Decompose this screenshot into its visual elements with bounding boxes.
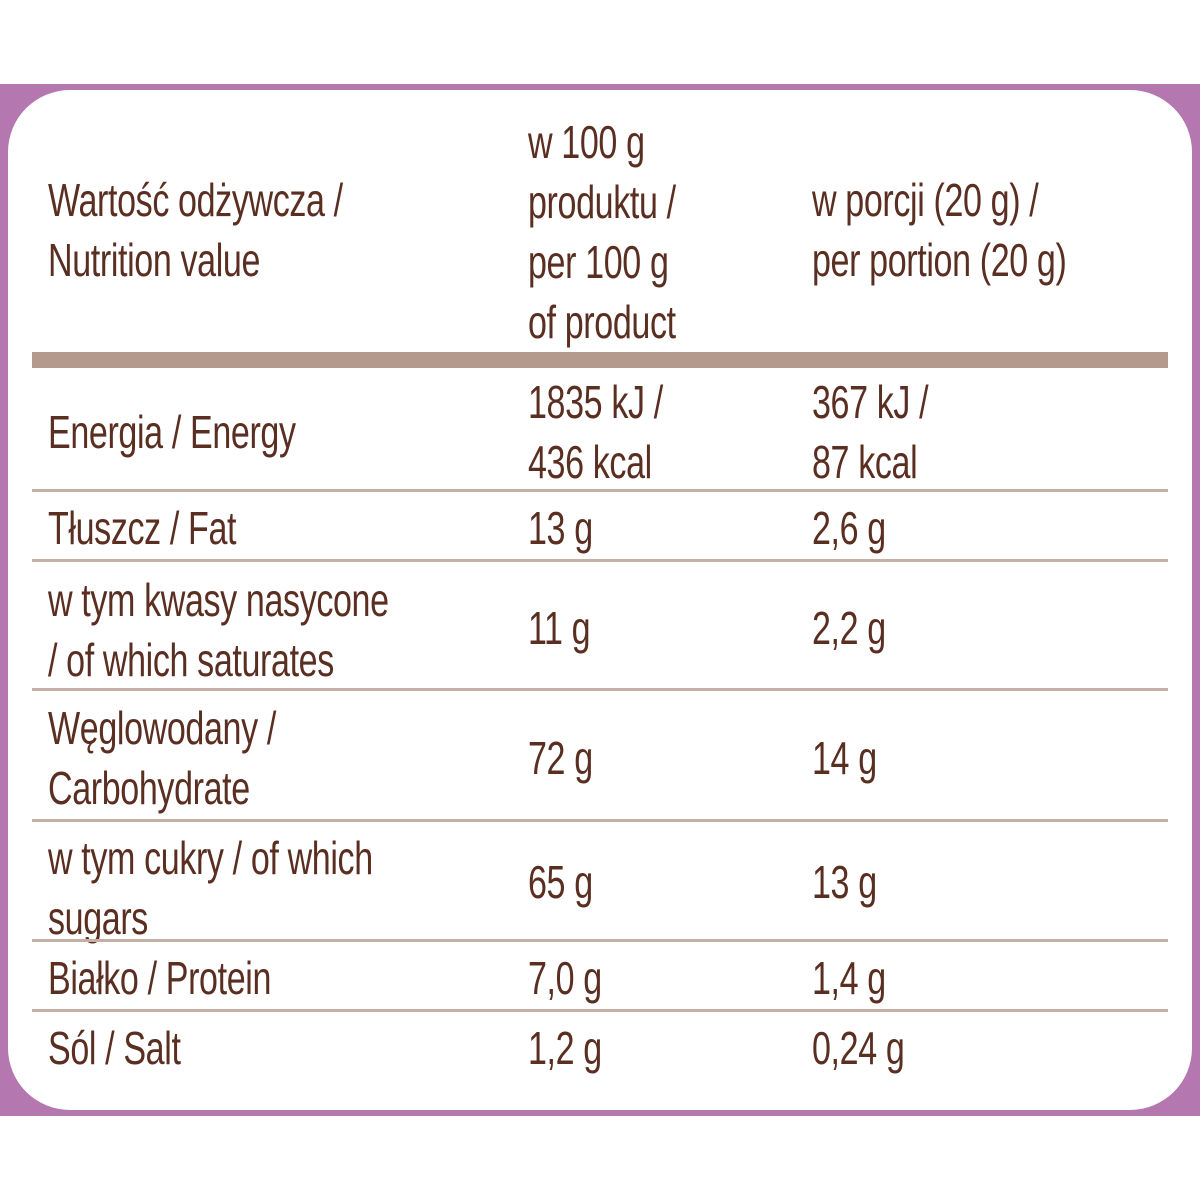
row-sugars-portion: 13 g	[812, 856, 877, 908]
row-sugars-label: w tym cukry / of which sugars	[48, 832, 373, 944]
row-divider	[32, 559, 1168, 562]
row-protein-portion: 1,4 g	[812, 952, 886, 1004]
row-divider	[32, 489, 1168, 492]
row-saturates-label: w tym kwasy nasycone / of which saturate…	[48, 574, 389, 686]
row-salt-label: Sól / Salt	[48, 1022, 181, 1074]
row-divider	[32, 939, 1168, 942]
row-protein-per100: 7,0 g	[528, 952, 602, 1004]
row-salt-portion: 0,24 g	[812, 1022, 905, 1074]
row-carbohydrate-label: Węglowodany / Carbohydrate	[48, 702, 276, 814]
row-fat-per100: 13 g	[528, 502, 593, 554]
row-carbohydrate-per100: 72 g	[528, 732, 593, 784]
row-energy-per100: 1835 kJ / 436 kcal	[528, 376, 663, 488]
row-energy-label: Energia / Energy	[48, 406, 296, 458]
row-divider	[32, 1009, 1168, 1012]
header-nutrient: Wartość odżywcza / Nutrition value	[48, 174, 343, 286]
header-divider	[32, 352, 1168, 368]
row-energy-portion: 367 kJ / 87 kcal	[812, 376, 929, 488]
header-per-100g: w 100 g produktu / per 100 g of product	[528, 116, 676, 348]
row-salt-per100: 1,2 g	[528, 1022, 602, 1074]
row-fat-label: Tłuszcz / Fat	[48, 502, 237, 554]
row-protein-label: Białko / Protein	[48, 952, 272, 1004]
row-saturates-per100: 11 g	[528, 602, 591, 654]
header-per-portion: w porcji (20 g) / per portion (20 g)	[812, 174, 1067, 286]
row-divider	[32, 819, 1168, 822]
nutrition-table: Wartość odżywcza / Nutrition value w 100…	[8, 90, 1192, 1110]
row-divider	[32, 688, 1168, 691]
row-fat-portion: 2,6 g	[812, 502, 886, 554]
row-saturates-portion: 2,2 g	[812, 602, 886, 654]
purple-frame: Wartość odżywcza / Nutrition value w 100…	[0, 84, 1200, 1116]
row-carbohydrate-portion: 14 g	[812, 732, 877, 784]
row-sugars-per100: 65 g	[528, 856, 593, 908]
